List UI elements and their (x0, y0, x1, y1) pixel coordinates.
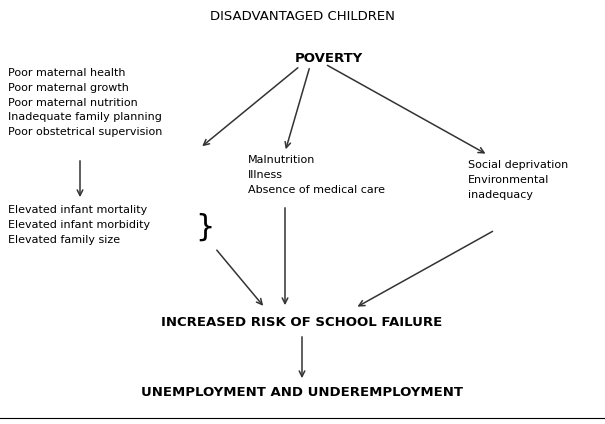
Text: INCREASED RISK OF SCHOOL FAILURE: INCREASED RISK OF SCHOOL FAILURE (162, 315, 443, 329)
Text: }: } (195, 213, 214, 242)
Text: Elevated infant mortality
Elevated infant morbidity
Elevated family size: Elevated infant mortality Elevated infan… (8, 205, 150, 245)
Text: Social deprivation
Environmental
inadequacy: Social deprivation Environmental inadequ… (468, 160, 568, 200)
Text: POVERTY: POVERTY (295, 52, 363, 65)
Text: Malnutrition
Illness
Absence of medical care: Malnutrition Illness Absence of medical … (248, 155, 385, 195)
Text: DISADVANTAGED CHILDREN: DISADVANTAGED CHILDREN (209, 10, 394, 23)
Text: UNEMPLOYMENT AND UNDEREMPLOYMENT: UNEMPLOYMENT AND UNDEREMPLOYMENT (141, 387, 463, 399)
Text: Poor maternal health
Poor maternal growth
Poor maternal nutrition
Inadequate fam: Poor maternal health Poor maternal growt… (8, 68, 162, 137)
